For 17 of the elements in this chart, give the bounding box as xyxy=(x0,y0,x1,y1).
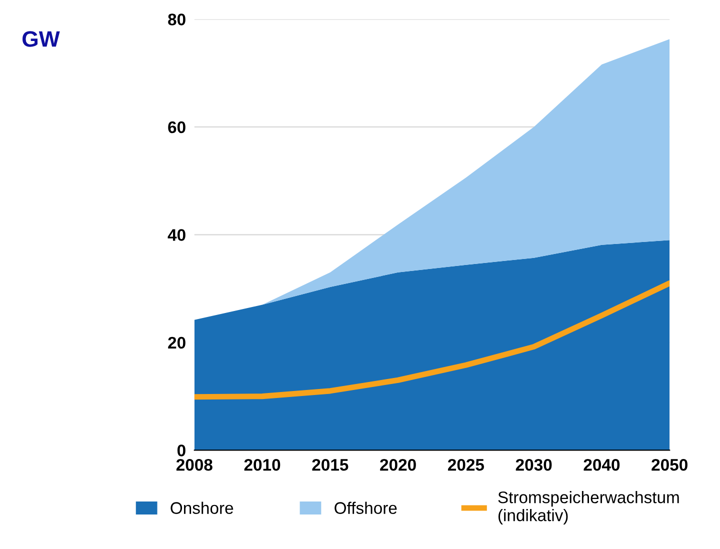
legend-label: Stromspeicherwachstum (indikativ) xyxy=(498,491,679,525)
x-tick-label: 2008 xyxy=(176,458,212,471)
x-tick-label: 2030 xyxy=(516,458,552,471)
y-tick-label: 60 xyxy=(168,121,186,134)
legend-label: Onshore xyxy=(170,502,234,514)
y-axis-title: GW xyxy=(22,31,60,47)
x-tick-label: 2020 xyxy=(380,458,416,471)
y-tick-label: 0 xyxy=(177,444,186,456)
x-tick-label: 2010 xyxy=(244,458,280,471)
legend-label: Offshore xyxy=(334,502,397,514)
y-tick-label: 40 xyxy=(168,229,186,241)
x-tick-label: 2050 xyxy=(652,458,688,471)
y-tick-label: 80 xyxy=(168,14,186,26)
x-tick-label: 2040 xyxy=(584,458,620,471)
y-tick-label: 20 xyxy=(168,336,186,349)
x-tick-label: 2015 xyxy=(312,458,348,471)
x-tick-label: 2025 xyxy=(448,458,484,471)
